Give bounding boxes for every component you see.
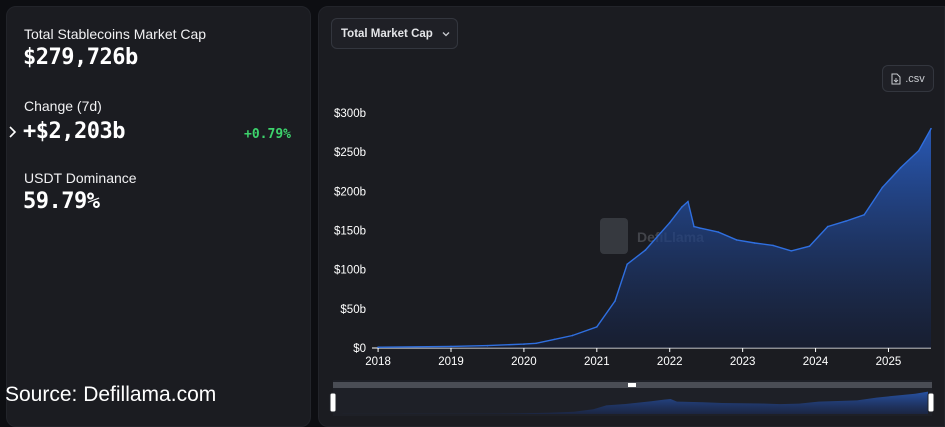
csv-download-button[interactable]: .csv <box>882 65 934 92</box>
chart-panel: Total Market Cap .csv <box>318 6 945 427</box>
dominance-label: USDT Dominance <box>24 170 137 186</box>
source-note: Source: Defillama.com <box>5 383 217 406</box>
file-icon <box>891 73 901 84</box>
csv-label: .csv <box>905 72 925 85</box>
change-label: Change (7d) <box>24 98 102 114</box>
change-percent: +0.79% <box>244 127 291 142</box>
metric-select[interactable]: Total Market Cap <box>331 18 458 49</box>
chevron-down-icon <box>442 31 450 36</box>
chevron-right-icon[interactable] <box>6 125 20 139</box>
change-value: +$2,203b <box>23 119 125 144</box>
stats-panel: Total Stablecoins Market Cap $279,726b C… <box>6 6 311 427</box>
metric-select-label: Total Market Cap <box>341 27 433 40</box>
market-cap-label: Total Stablecoins Market Cap <box>24 26 207 42</box>
market-cap-value: $279,726b <box>23 45 138 70</box>
dominance-value: 59.79% <box>23 189 100 214</box>
